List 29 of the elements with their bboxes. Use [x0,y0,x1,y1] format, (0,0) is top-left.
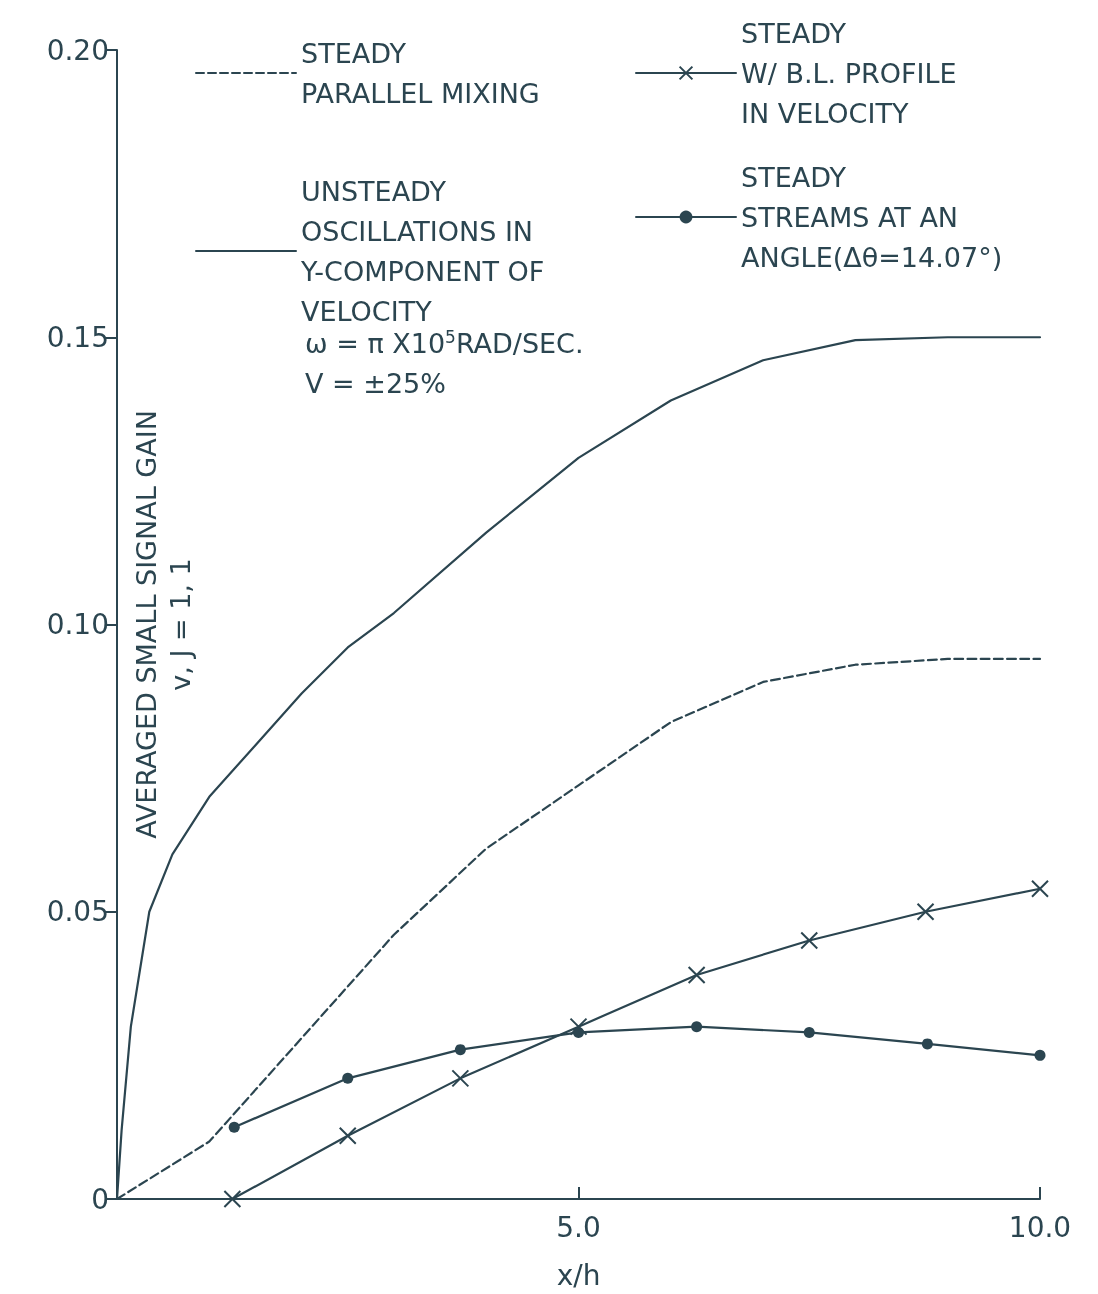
legend-label: STEADY STREAMS AT AN ANGLE(Δθ=14.07°) [741,161,1003,273]
point [223,1190,242,1208]
point [573,1026,584,1038]
point [338,1126,357,1145]
y-tick-label: 0 [91,1182,109,1216]
point [451,1069,470,1088]
point [691,1021,703,1033]
annotation: V = ±25% [305,368,446,399]
point [342,1072,354,1084]
y-tick-label: 0.20 [46,33,109,67]
point [228,1121,240,1133]
y-axis-title: AVERAGED SMALL SIGNAL GAIN v, J = 1, 1 [130,410,196,839]
legend-label: STEADY W/ B.L. PROFILE IN VELOCITY [741,17,957,129]
x-tick-label: 5.0 [556,1210,601,1244]
point [921,1038,933,1050]
point [454,1044,466,1056]
point [1034,1049,1046,1061]
point [916,902,935,921]
y-tick-label: 0.05 [46,895,109,929]
y-tick-label: 0.15 [46,320,109,354]
point [1031,879,1049,898]
point [803,1026,815,1038]
x-axis-title: x/h [556,1258,601,1292]
y-tick-label: 0.10 [46,608,109,641]
point [569,1017,588,1036]
legend-label: STEADY PARALLEL MIXING [301,37,540,109]
point [800,931,819,950]
point [687,965,706,984]
x-tick-label: 10.0 [1008,1210,1072,1244]
